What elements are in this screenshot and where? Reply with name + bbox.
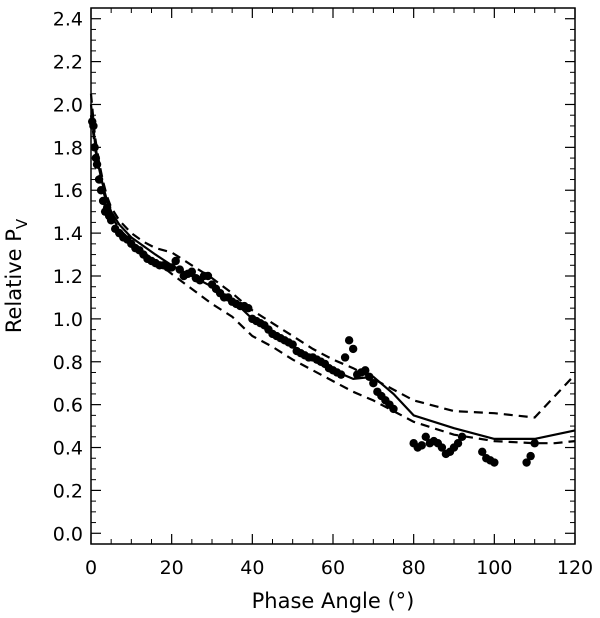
data-point — [344, 336, 354, 345]
data-point — [478, 447, 487, 457]
data-series — [88, 93, 576, 467]
y-axis-title-subscript: V — [13, 218, 31, 229]
data-point — [98, 196, 108, 206]
data-point — [171, 256, 180, 266]
data-point — [490, 458, 499, 467]
axis-tick-labels: 0 20 40 60 80 100 120 0.0 0.2 0.4 0.6 0.8 1.0 1.2 1.4 1… — [53, 9, 593, 579]
y-tick-label: 1.6 — [53, 180, 83, 202]
data-point — [457, 432, 467, 441]
data-point — [453, 439, 463, 448]
data-point — [522, 458, 531, 467]
data-point — [340, 353, 350, 362]
y-tick-label: 0.0 — [53, 523, 83, 545]
y-tick-label: 2.4 — [53, 9, 83, 31]
x-axis-title: Phase Angle (°) — [252, 589, 415, 613]
model-curve-dashed — [89, 93, 576, 419]
y-tick-label: 1.8 — [53, 137, 83, 159]
observed-points — [88, 117, 539, 467]
y-tick-label: 0.2 — [53, 480, 83, 502]
y-tick-label: 2.2 — [53, 52, 83, 74]
x-tick-label: 40 — [240, 557, 264, 579]
data-point — [417, 441, 426, 450]
x-tick-label: 120 — [557, 557, 593, 579]
x-tick-label: 60 — [321, 557, 345, 579]
x-tick-label: 100 — [476, 557, 512, 579]
data-point — [437, 443, 447, 452]
axis-ticks — [90, 8, 576, 544]
model-curve-dashed — [89, 115, 576, 445]
y-tick-label: 2.0 — [53, 94, 83, 116]
data-point — [421, 432, 430, 441]
y-tick-label: 1.2 — [53, 266, 83, 288]
data-point — [288, 340, 297, 349]
data-point — [530, 439, 539, 448]
y-axis-title-main: Relative P — [2, 229, 26, 333]
y-tick-label: 1.4 — [53, 223, 83, 245]
model-curve-solid — [89, 104, 576, 440]
y-tick-label: 0.8 — [53, 352, 83, 374]
data-point — [348, 344, 358, 354]
y-axis-title: Relative PV — [2, 218, 31, 333]
y-tick-label: 0.4 — [53, 438, 83, 460]
data-point — [526, 451, 535, 461]
x-tick-label: 0 — [85, 557, 97, 579]
y-tick-label: 0.6 — [53, 395, 83, 417]
y-tick-label: 1.0 — [53, 309, 83, 331]
x-tick-label: 80 — [402, 557, 426, 579]
plot-frame — [90, 7, 576, 545]
x-tick-label: 20 — [160, 557, 184, 579]
